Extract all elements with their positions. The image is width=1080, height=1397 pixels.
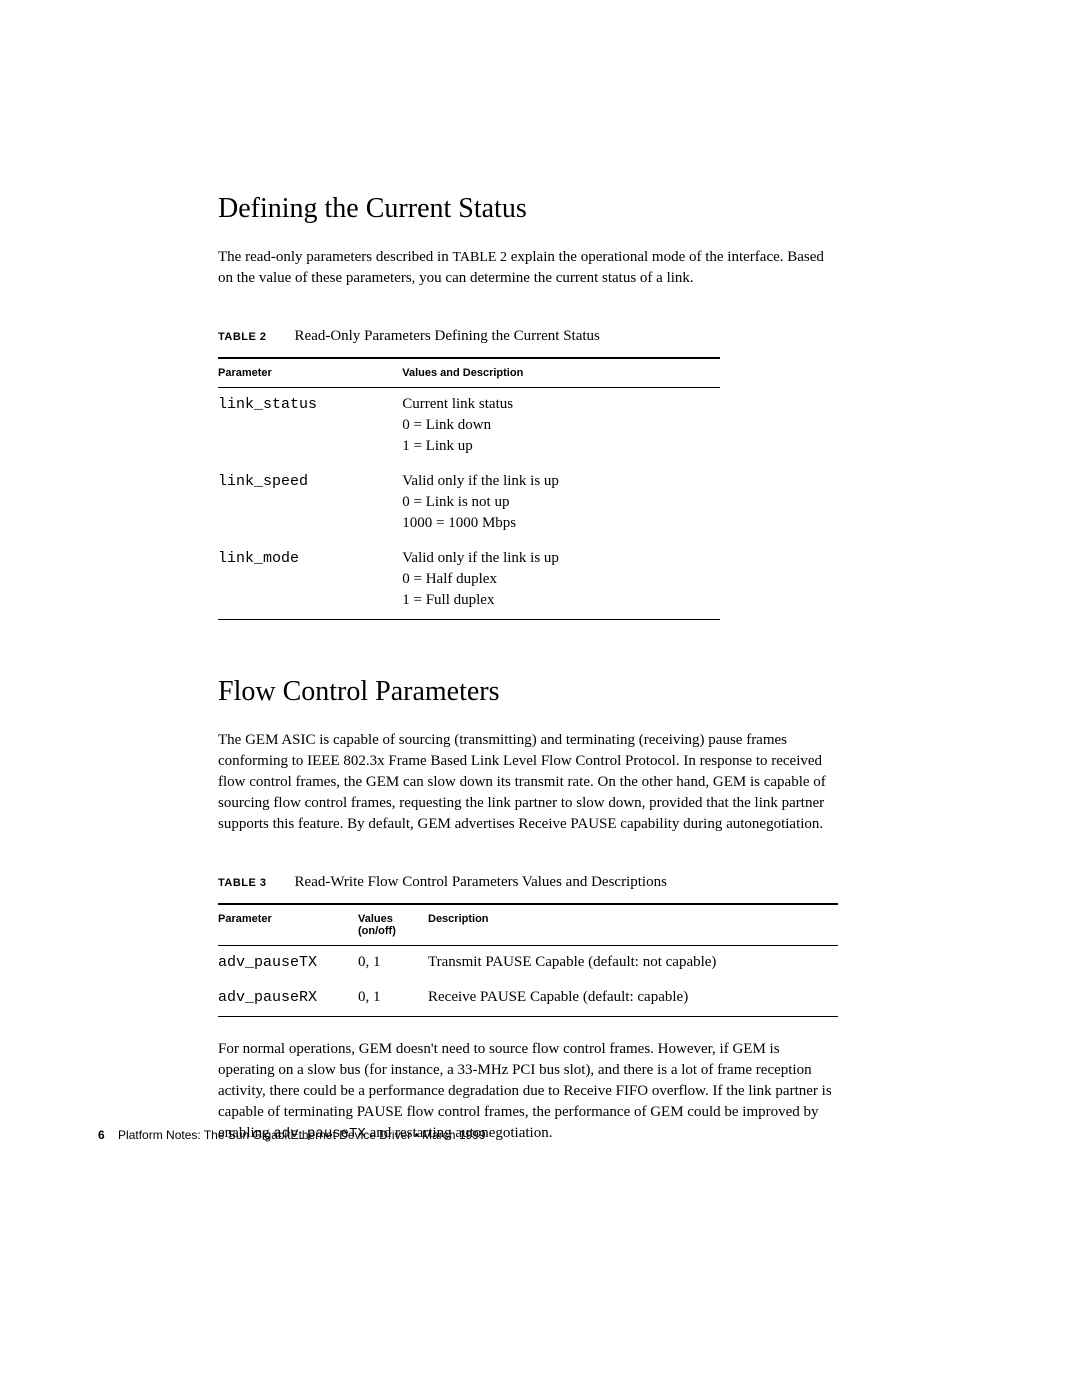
table2-row1-values: Valid only if the link is up 0 = Link is…	[402, 465, 720, 542]
table-row: adv_pauseRX 0, 1 Receive PAUSE Capable (…	[218, 981, 838, 1017]
table2-row1-line3: 1000 = 1000 Mbps	[402, 515, 516, 531]
table2-row0-line1: Current link status	[402, 396, 513, 412]
section2-heading: Flow Control Parameters	[218, 676, 838, 708]
table3-row1-desc: Receive PAUSE Capable (default: capable)	[428, 981, 838, 1017]
table-row: link_speed Valid only if the link is up …	[218, 465, 720, 542]
table2-title: Read-Only Parameters Defining the Curren…	[295, 328, 600, 344]
table3-row0-desc: Transmit PAUSE Capable (default: not cap…	[428, 946, 838, 982]
page-footer: 6 Platform Notes: The Sun GigabitEtherne…	[98, 1128, 486, 1142]
table-row: link_status Current link status 0 = Link…	[218, 388, 720, 466]
table3-header-param: Parameter	[218, 904, 358, 946]
section-gap	[218, 620, 838, 676]
table2-row1-line2: 0 = Link is not up	[402, 494, 509, 510]
table2-row1-param: link_speed	[218, 465, 402, 542]
table3: Parameter Values (on/off) Description ad…	[218, 903, 838, 1017]
table2-header-values: Values and Description	[402, 358, 720, 388]
table2-row2-line3: 1 = Full duplex	[402, 592, 494, 608]
table3-title: Read-Write Flow Control Parameters Value…	[295, 874, 667, 890]
table2-header-param: Parameter	[218, 358, 402, 388]
table2-row2-values: Valid only if the link is up 0 = Half du…	[402, 542, 720, 620]
table3-row0-param: adv_pauseTX	[218, 946, 358, 982]
footer-page-number: 6	[98, 1128, 105, 1142]
table2-label: TABLE 2	[218, 331, 267, 343]
table3-header-row: Parameter Values (on/off) Description	[218, 904, 838, 946]
table-row: link_mode Valid only if the link is up 0…	[218, 542, 720, 620]
table2-row2-line1: Valid only if the link is up	[402, 550, 559, 566]
table3-row0-values: 0, 1	[358, 946, 428, 982]
table2: Parameter Values and Description link_st…	[218, 357, 720, 620]
section1-intro-part1: The read-only parameters described in	[218, 249, 452, 265]
section1-intro: The read-only parameters described in TA…	[218, 247, 838, 289]
table3-header-values-line2: (on/off)	[358, 925, 396, 937]
footer-text: Platform Notes: The Sun GigabitEthernet …	[118, 1128, 485, 1142]
table3-row1-values: 0, 1	[358, 981, 428, 1017]
section1-table-ref: TABLE 2	[452, 250, 506, 265]
table2-row0-param: link_status	[218, 388, 402, 466]
table3-label: TABLE 3	[218, 877, 267, 889]
table3-caption: TABLE 3 Read-Write Flow Control Paramete…	[218, 873, 838, 891]
table3-row1-param: adv_pauseRX	[218, 981, 358, 1017]
table2-row0-line3: 1 = Link up	[402, 438, 473, 454]
table2-header-row: Parameter Values and Description	[218, 358, 720, 388]
table3-header-desc: Description	[428, 904, 838, 946]
section2-intro: The GEM ASIC is capable of sourcing (tra…	[218, 730, 838, 835]
table2-row0-values: Current link status 0 = Link down 1 = Li…	[402, 388, 720, 466]
table2-row2-line2: 0 = Half duplex	[402, 571, 497, 587]
table2-row0-line2: 0 = Link down	[402, 417, 491, 433]
table2-row2-param: link_mode	[218, 542, 402, 620]
table3-header-values-line1: Values	[358, 913, 393, 925]
section1-heading: Defining the Current Status	[218, 193, 838, 225]
table-row: adv_pauseTX 0, 1 Transmit PAUSE Capable …	[218, 946, 838, 982]
table2-caption: TABLE 2 Read-Only Parameters Defining th…	[218, 327, 838, 345]
table3-header-values: Values (on/off)	[358, 904, 428, 946]
page-content: Defining the Current Status The read-onl…	[218, 193, 838, 1145]
table2-row1-line1: Valid only if the link is up	[402, 473, 559, 489]
